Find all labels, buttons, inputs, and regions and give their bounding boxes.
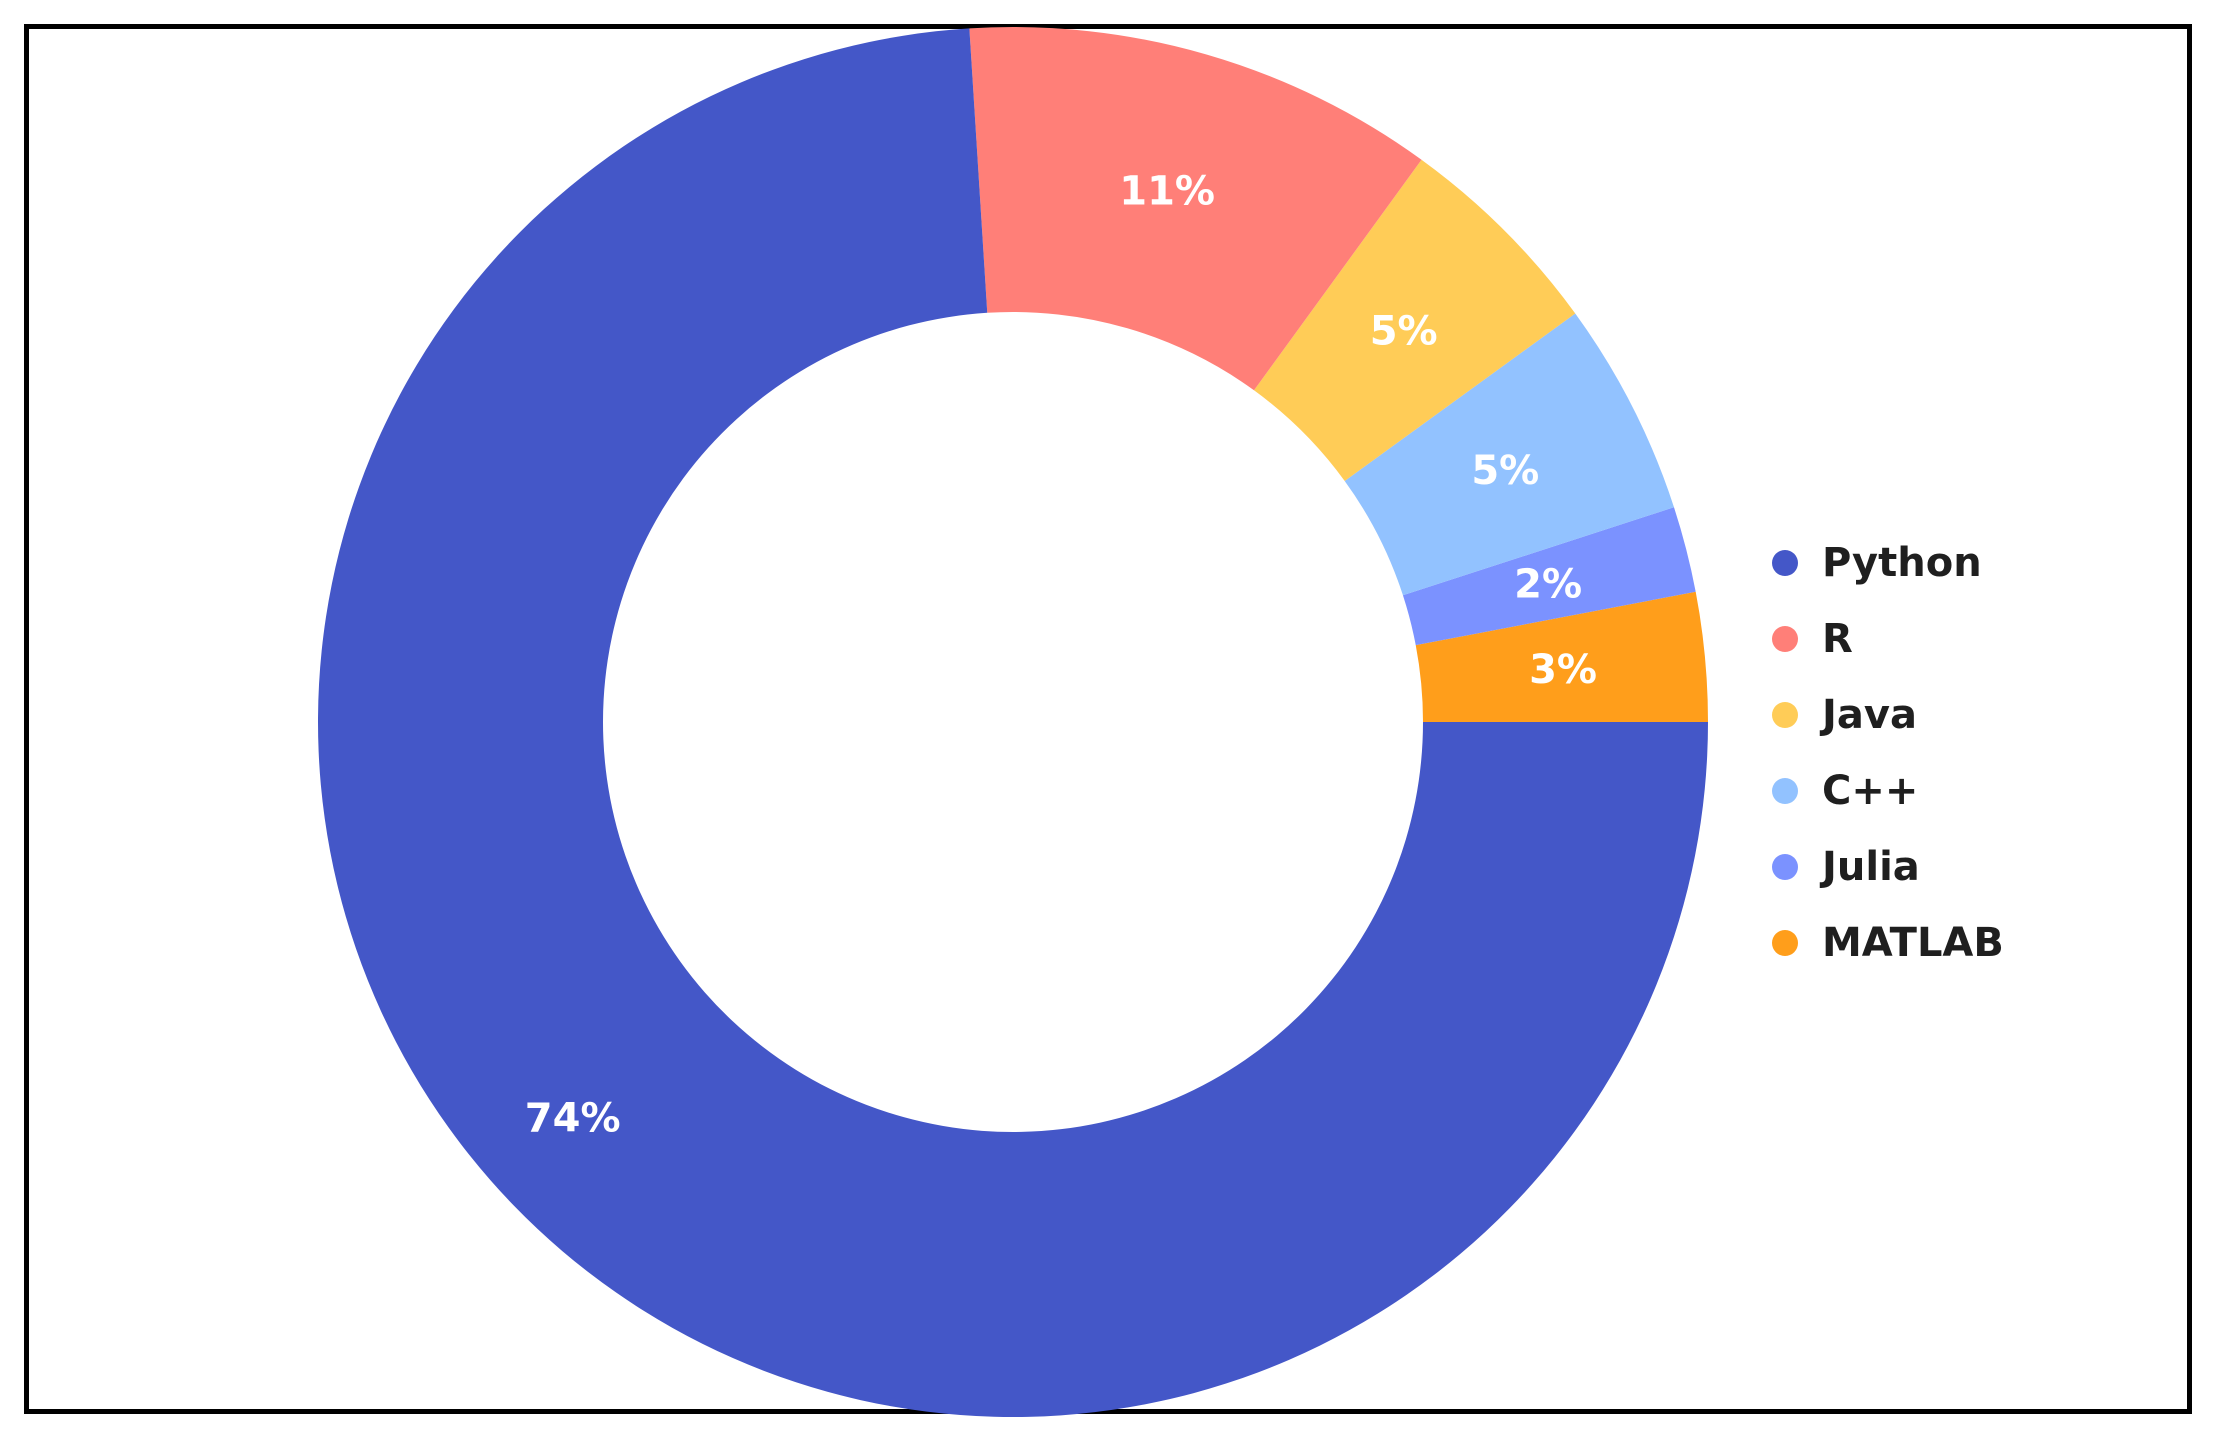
slice-r <box>969 27 1422 391</box>
legend-swatch-python <box>1772 550 1798 576</box>
slice-c- <box>1344 313 1674 596</box>
slice-matlab <box>1415 591 1708 722</box>
legend-label-julia: Julia <box>1819 844 1920 890</box>
slice-java <box>1253 159 1576 482</box>
slice-python <box>318 28 1709 1417</box>
donut-slices <box>318 27 1709 1417</box>
legend-swatch-java <box>1772 702 1798 728</box>
legend-label-matlab: MATLAB <box>1822 920 2004 966</box>
slice-label-python: 74% <box>525 1095 621 1141</box>
legend-label-r: R <box>1822 616 1853 662</box>
legend-swatch-matlab <box>1772 930 1798 956</box>
slice-julia <box>1402 507 1696 646</box>
legend-swatch-r <box>1772 626 1798 652</box>
legend-label-python: Python <box>1822 540 1982 586</box>
legend-label-c-: C++ <box>1822 768 1918 814</box>
chart-legend: Python R Java C++ Julia MATLAB <box>1772 540 2004 966</box>
legend-swatch-julia <box>1772 854 1798 880</box>
slice-label-matlab: 3% <box>1529 647 1597 693</box>
slice-label-r: 11% <box>1119 168 1215 214</box>
legend-swatch-c- <box>1772 778 1798 804</box>
legend-label-java: Java <box>1819 692 1917 738</box>
slice-label-c-: 5% <box>1471 448 1539 494</box>
slice-label-julia: 2% <box>1514 562 1582 608</box>
slice-label-java: 5% <box>1370 308 1438 354</box>
slice-labels: 3% 2% 5% 5% 11% 74% <box>525 168 1597 1141</box>
